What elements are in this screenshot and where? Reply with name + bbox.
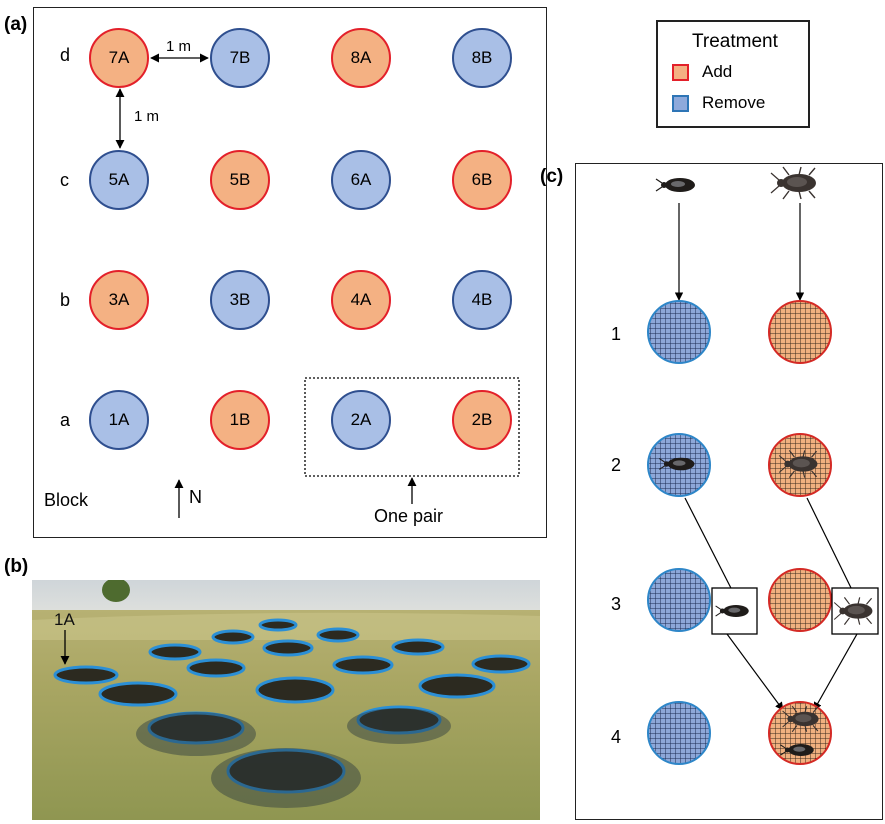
distance-label-horizontal: 1 m [166,38,192,55]
step1-add-pond [768,300,832,364]
panel-label-c: (c) [540,166,564,187]
pond-5B: 5B [210,150,270,210]
step3-remove-pond [647,568,711,632]
row-label-b: b [60,290,71,310]
pond-7B: 7B [210,28,270,88]
treatment-legend: Treatment Add Remove [656,20,810,128]
pond-1B: 1B [210,390,270,450]
pond-3A: 3A [89,270,149,330]
step3-add-pond [768,568,832,632]
step-label-1: 1 [611,324,622,344]
pond-1A: 1A [89,390,149,450]
legend-remove-label: Remove [702,93,766,112]
pond-2B: 2B [452,390,512,450]
pond-5A: 5A [89,150,149,210]
pond-6B: 6B [452,150,512,210]
step4-remove-pond [647,701,711,765]
pond-2A: 2A [331,390,391,450]
step1-remove-pond [647,300,711,364]
pond-6A: 6A [331,150,391,210]
pond-4B: 4B [452,270,512,330]
pond-3B: 3B [210,270,270,330]
pond-4A: 4A [331,270,391,330]
large-beetle-icon [770,166,817,200]
small-beetle-icon [655,177,696,193]
row-label-c: c [60,170,69,190]
step-label-2: 2 [611,455,622,475]
panel-c-frame [575,163,883,820]
panel-label-a: (a) [4,14,28,35]
panel-label-b: (b) [4,556,29,577]
pond-group [53,618,531,794]
panel-a-frame [33,7,547,538]
field-photo: 1A [32,580,540,820]
legend-add-label: Add [702,62,733,81]
block-label: Block [44,490,89,510]
north-label: N [189,487,202,507]
legend-add-swatch [672,64,689,81]
pond-8B: 8B [452,28,512,88]
row-label-a: a [60,410,71,430]
field-photo-drawing [32,580,540,820]
one-pair-label: One pair [374,506,444,526]
step-label-4: 4 [611,727,622,747]
panel-c-drawing [647,166,879,765]
pond-7A: 7A [89,28,149,88]
one-pair-box [304,377,520,477]
legend-title: Treatment [692,31,778,52]
distance-label-vertical: 1 m [134,108,160,125]
panel-a-annotations [115,53,520,518]
row-label-d: d [60,45,71,65]
pond-1A-arrow [60,630,70,665]
legend-remove-swatch [672,95,689,112]
pond-8A: 8A [331,28,391,88]
pond-1A-label: 1A [54,610,75,629]
step-label-3: 3 [611,594,622,614]
